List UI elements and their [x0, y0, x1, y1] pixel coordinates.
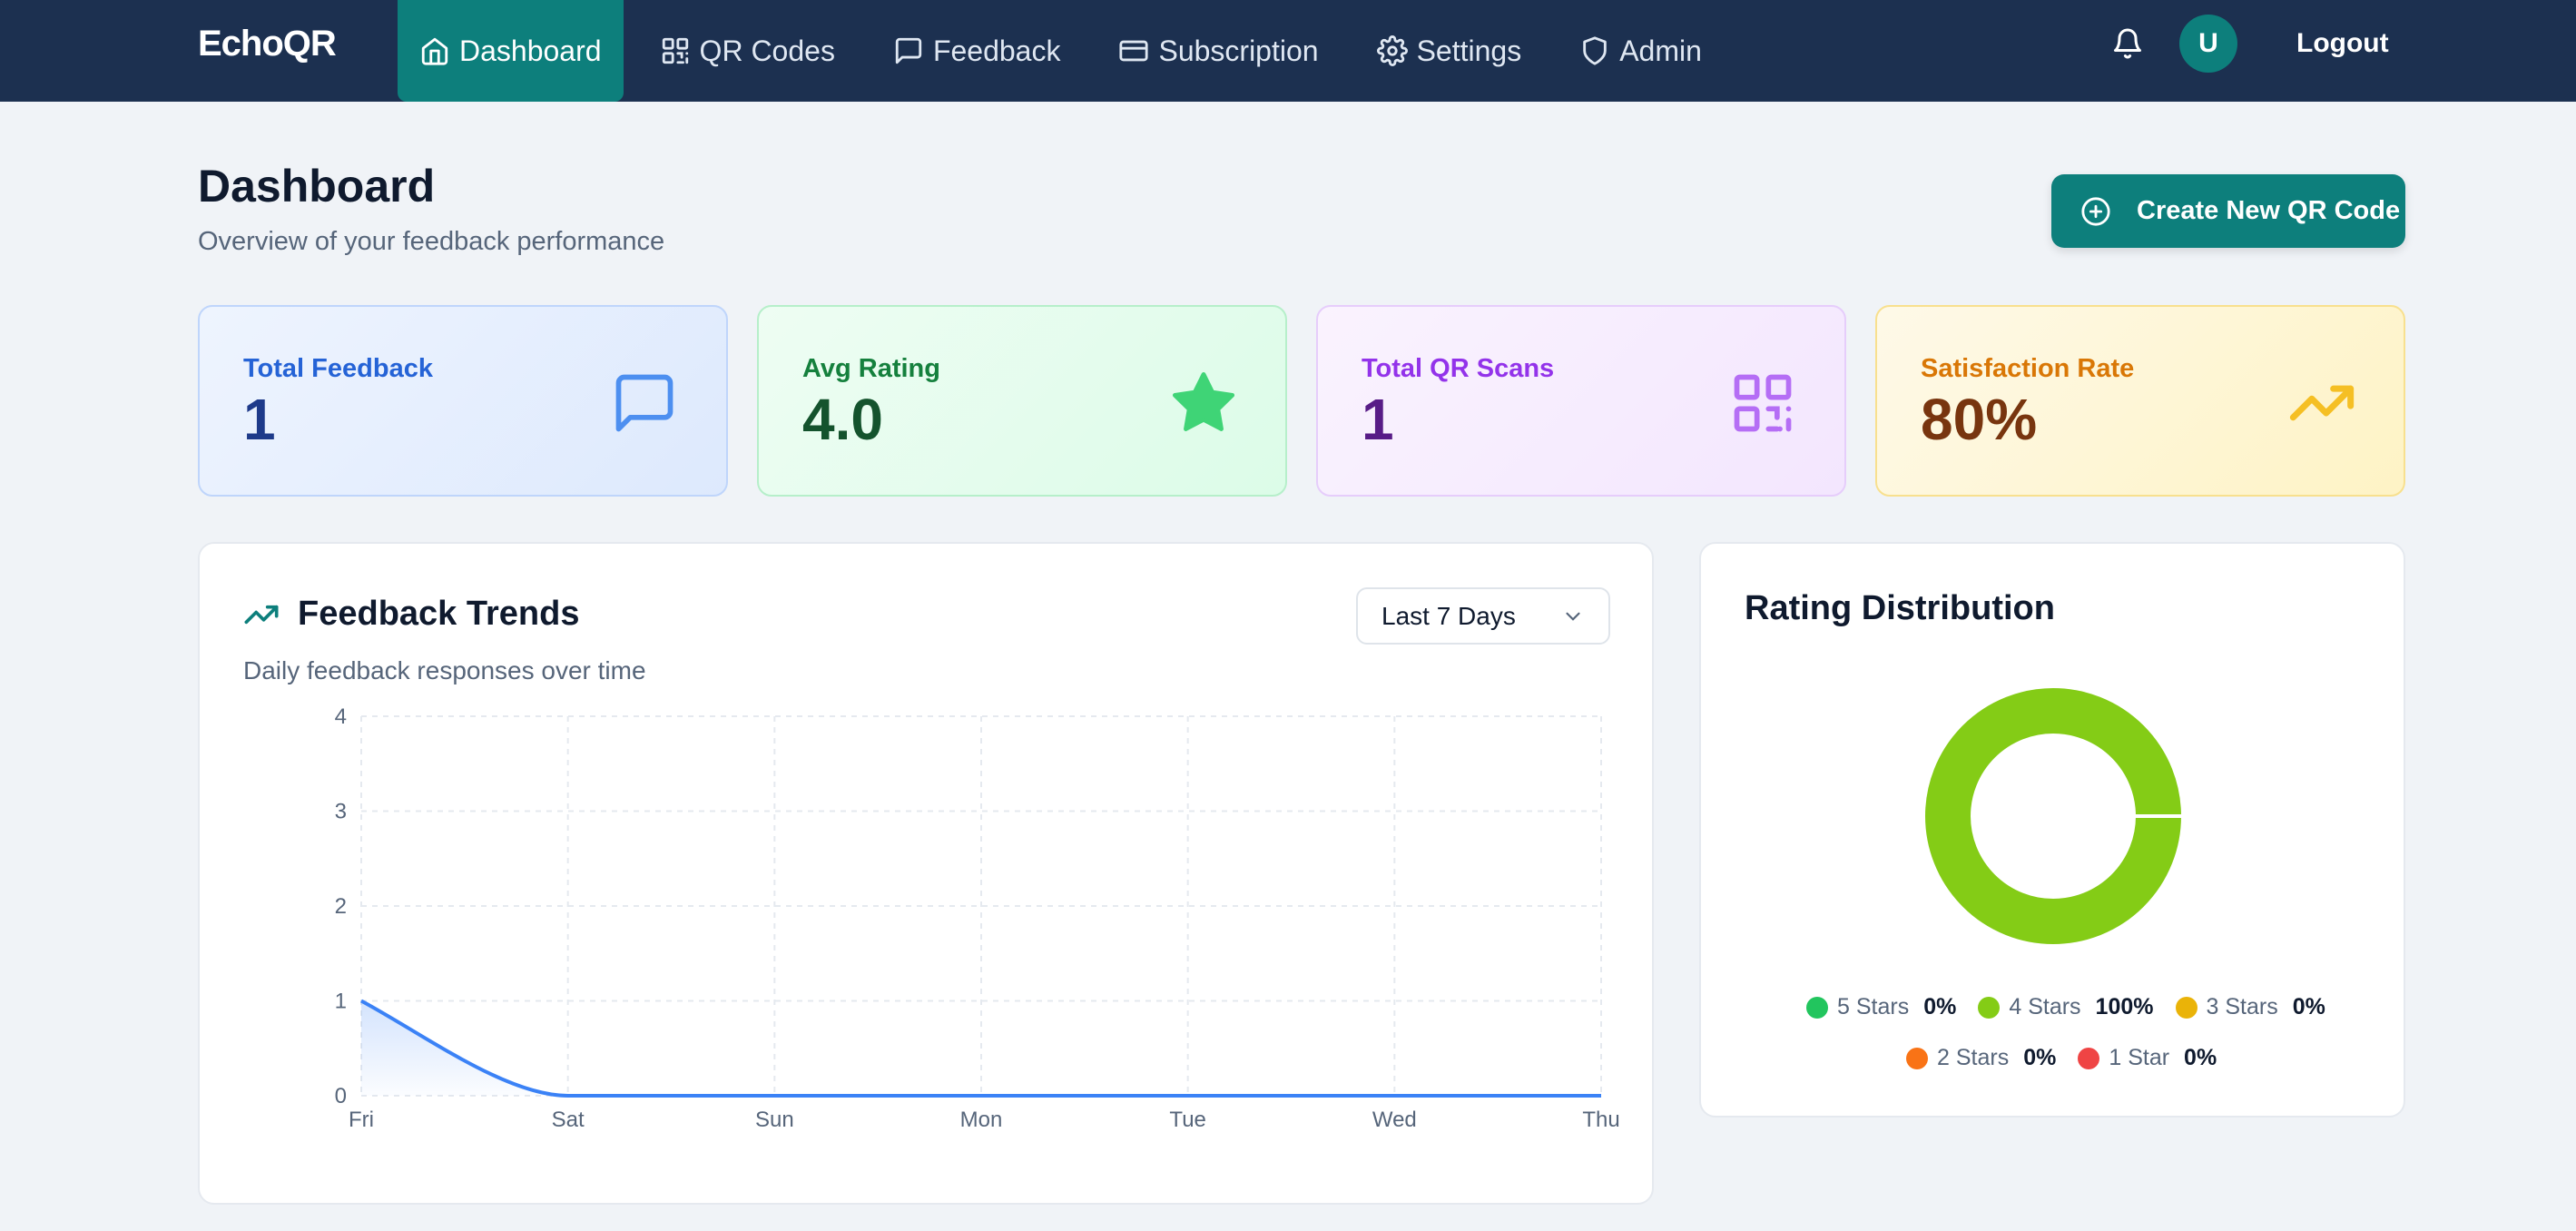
legend-color-dot	[2078, 1047, 2100, 1069]
trends-heading: Feedback Trends	[243, 595, 579, 634]
stat-value: 1	[1362, 387, 1394, 452]
trending-up-icon	[244, 605, 279, 624]
stat-label: Total QR Scans	[1362, 354, 1555, 383]
nav-item-feedback[interactable]: Feedback	[871, 0, 1083, 102]
rating-distribution-card: Rating Distribution 5 Stars 0% 4 Stars 100%…	[1699, 542, 2405, 1118]
legend-label: 1 Star	[2109, 1045, 2170, 1070]
x-tick-label: Sun	[755, 1108, 794, 1132]
stat-card-total-qr-scans: Total QR Scans 1	[1316, 305, 1846, 497]
nav-item-label: Feedback	[932, 34, 1061, 67]
y-tick-label: 4	[335, 704, 347, 729]
plus-circle-icon	[2081, 196, 2110, 226]
legend-color-dot	[2175, 996, 2197, 1019]
nav-item-dashboard[interactable]: Dashboard	[398, 0, 624, 102]
legend-percent: 0%	[1923, 994, 1957, 1019]
y-tick-label: 3	[335, 800, 347, 824]
x-tick-label: Tue	[1169, 1108, 1205, 1132]
rating-donut-chart	[1925, 688, 2183, 944]
page-subtitle: Overview of your feedback performance	[198, 227, 665, 256]
credit-card-icon	[1119, 40, 1149, 62]
message-square-icon	[615, 374, 673, 432]
trending-up-icon	[2289, 385, 2355, 421]
stat-label: Total Feedback	[243, 354, 433, 383]
legend-item: 2 Stars 0%	[1906, 1045, 2056, 1071]
nav-menu: Dashboard QR Codes Feedback Subscription…	[398, 0, 1738, 102]
top-navbar: EchoQR Dashboard QR Codes Feedback Subsc…	[0, 0, 2576, 102]
rating-title: Rating Distribution	[1745, 589, 2055, 627]
nav-item-label: Dashboard	[459, 34, 602, 67]
nav-item-qr-codes[interactable]: QR Codes	[638, 0, 857, 102]
legend-item: 4 Stars 100%	[1978, 994, 2154, 1020]
y-tick-label: 1	[335, 990, 347, 1014]
gear-icon	[1376, 35, 1408, 66]
stat-value: 4.0	[802, 387, 883, 452]
rating-legend-row: 5 Stars 0% 4 Stars 100% 3 Stars 0%	[1806, 994, 2347, 1020]
feedback-trends-chart: 0 1 2 3 4 Fri Sat Sun Mon Tue Wed Thu	[335, 704, 1620, 1132]
y-tick-label: 0	[335, 1084, 347, 1108]
nav-item-admin[interactable]: Admin	[1558, 0, 1724, 102]
date-range-select[interactable]: Last 7 Days	[1356, 587, 1610, 645]
x-tick-label: Thu	[1582, 1108, 1619, 1132]
stat-value: 80%	[1921, 387, 2038, 452]
stat-card-total-feedback: Total Feedback 1	[198, 305, 728, 497]
qr-code-icon	[662, 37, 688, 64]
nav-item-label: Subscription	[1158, 34, 1319, 67]
y-tick-label: 2	[335, 894, 347, 919]
legend-color-dot	[1906, 1047, 1928, 1069]
series-line	[360, 999, 1601, 1098]
legend-percent: 0%	[2184, 1045, 2217, 1070]
legend-item: 5 Stars 0%	[1806, 994, 1956, 1020]
legend-label: 3 Stars	[2206, 994, 2278, 1019]
home-icon	[421, 37, 448, 65]
avatar[interactable]: U	[2179, 15, 2237, 73]
legend-percent: 100%	[2095, 994, 2154, 1019]
stat-card-satisfaction-rate: Satisfaction Rate 80%	[1875, 305, 2405, 497]
series-area	[361, 1000, 1601, 1096]
legend-label: 4 Stars	[2009, 994, 2081, 1019]
create-qr-code-button[interactable]: Create New QR Code	[2051, 174, 2405, 248]
brand-logo[interactable]: EchoQR	[198, 24, 337, 64]
create-button-label: Create New QR Code	[2137, 196, 2401, 225]
legend-label: 2 Stars	[1937, 1045, 2010, 1070]
nav-item-subscription[interactable]: Subscription	[1096, 0, 1340, 102]
logout-button[interactable]: Logout	[2296, 28, 2389, 58]
page-title: Dashboard	[198, 161, 436, 212]
legend-item: 1 Star 0%	[2078, 1045, 2217, 1071]
x-tick-label: Wed	[1372, 1108, 1417, 1132]
qr-code-icon	[1734, 374, 1792, 432]
legend-percent: 0%	[2023, 1045, 2057, 1070]
legend-item: 3 Stars 0%	[2175, 994, 2325, 1020]
legend-percent: 0%	[2292, 994, 2325, 1019]
message-square-icon	[895, 37, 922, 64]
rating-legend-row: 2 Stars 0% 1 Star 0%	[1906, 1045, 2238, 1071]
nav-item-settings[interactable]: Settings	[1355, 0, 1544, 102]
legend-color-dot	[1978, 996, 2001, 1019]
x-tick-label: Mon	[960, 1108, 1003, 1132]
stat-label: Satisfaction Rate	[1921, 354, 2135, 383]
star-icon	[1172, 371, 1235, 431]
trends-subtitle: Daily feedback responses over time	[243, 656, 646, 684]
date-range-value: Last 7 Days	[1381, 601, 1516, 630]
shield-icon	[1583, 36, 1607, 65]
donut-slice[interactable]	[1925, 688, 2181, 944]
chevron-down-icon	[1566, 612, 1580, 621]
nav-item-label: Settings	[1416, 34, 1522, 67]
x-tick-label: Fri	[349, 1108, 374, 1132]
bell-icon[interactable]	[2111, 27, 2144, 60]
nav-item-label: QR Codes	[699, 34, 835, 67]
stat-value: 1	[243, 387, 276, 452]
stat-card-avg-rating: Avg Rating 4.0	[757, 305, 1287, 497]
legend-color-dot	[1806, 996, 1828, 1019]
stat-label: Avg Rating	[802, 354, 940, 383]
legend-label: 5 Stars	[1837, 994, 1910, 1019]
trends-title: Feedback Trends	[298, 595, 580, 633]
feedback-trends-card: Feedback Trends Daily feedback responses…	[198, 542, 1654, 1205]
nav-item-label: Admin	[1619, 34, 1702, 67]
x-tick-label: Sat	[552, 1108, 585, 1132]
